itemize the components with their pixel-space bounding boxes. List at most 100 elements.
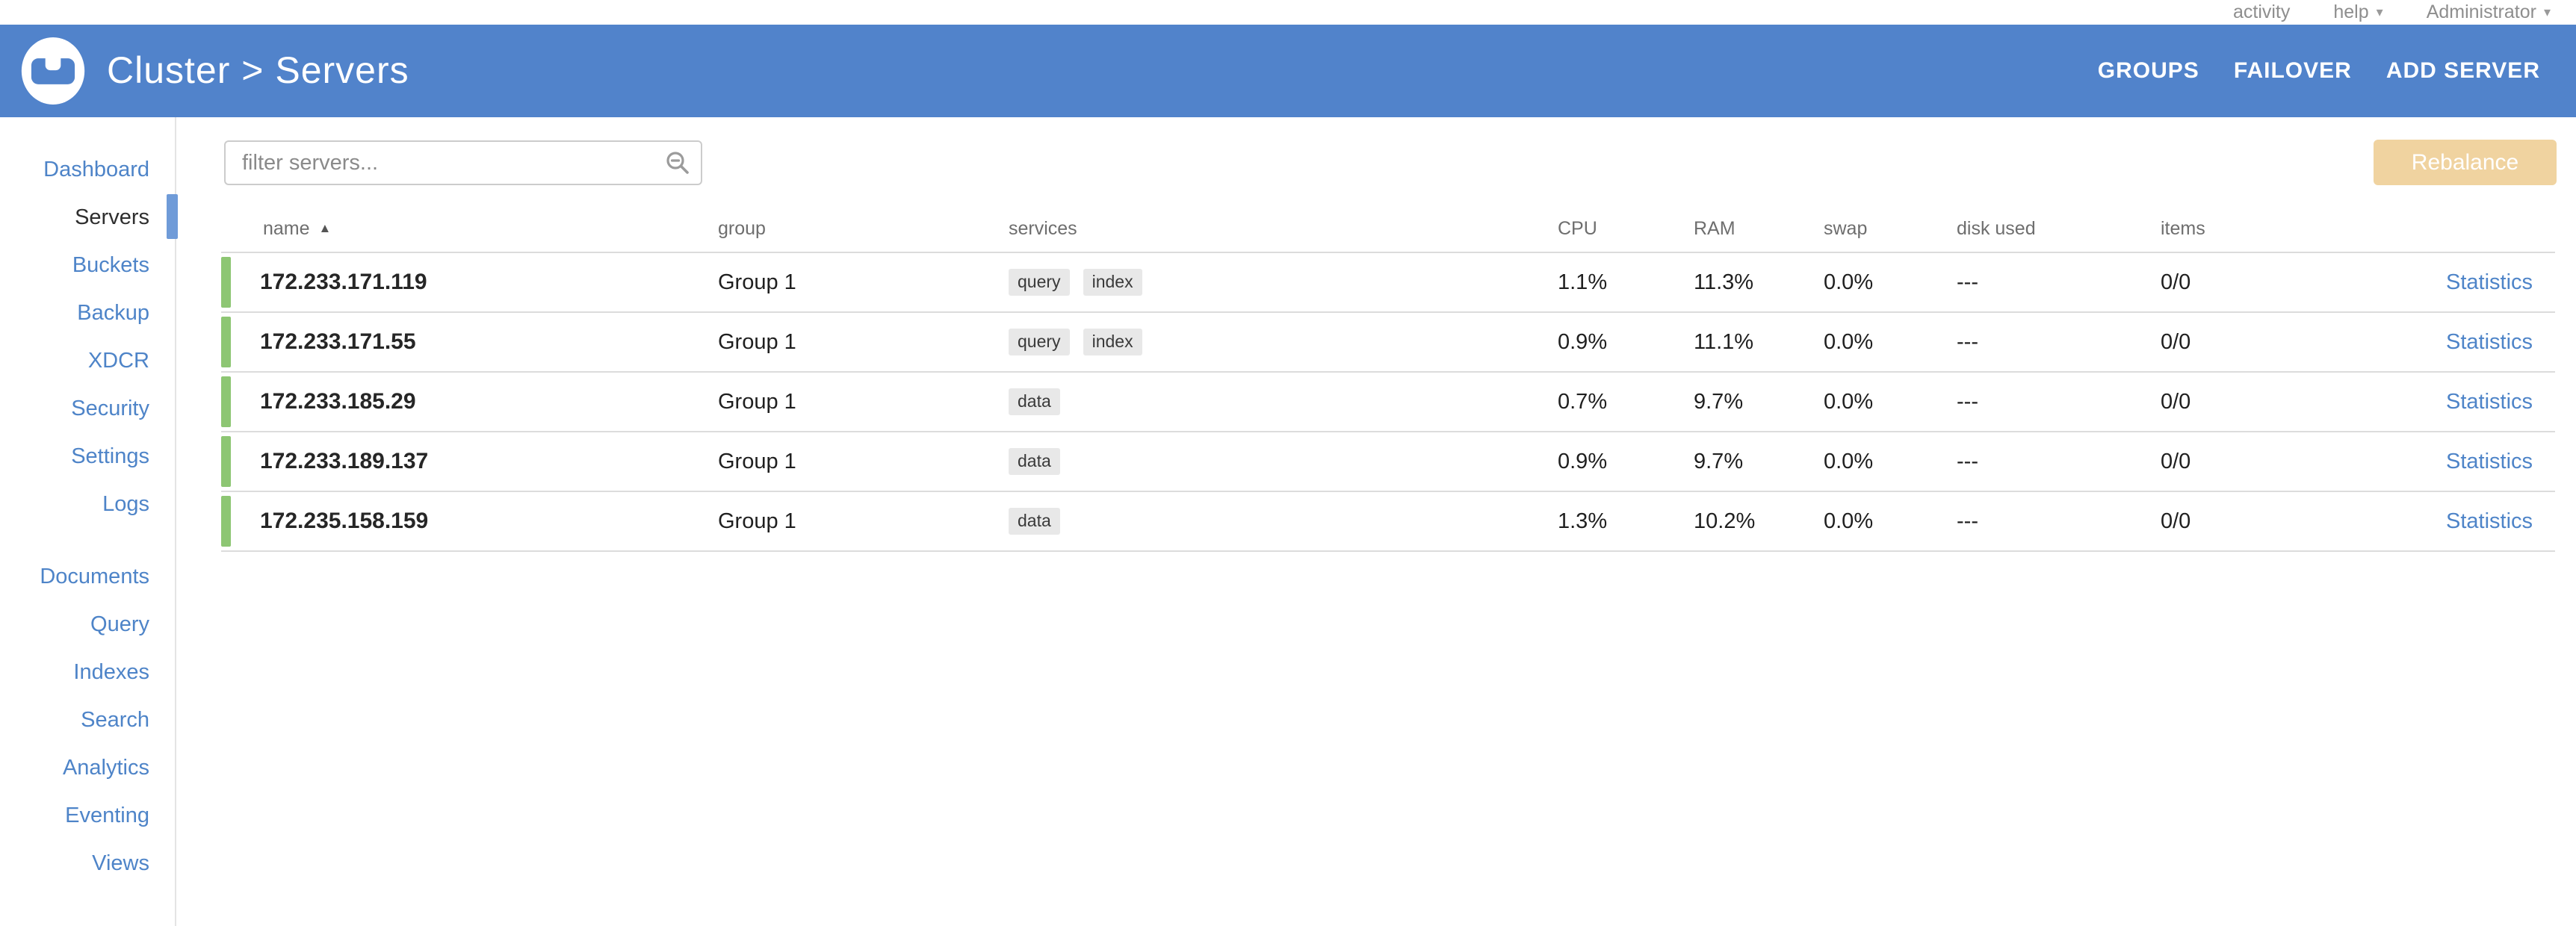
- activity-label: activity: [2232, 1, 2291, 22]
- activity-link[interactable]: activity: [2233, 1, 2290, 23]
- rebalance-button[interactable]: Rebalance: [2374, 140, 2557, 185]
- column-header-cpu[interactable]: CPU: [1558, 217, 1597, 239]
- items-value: 0/0: [2161, 389, 2191, 414]
- server-name: 172.233.185.29: [260, 389, 416, 414]
- bar-cell: [221, 313, 260, 371]
- chevron-down-icon: ▾: [2543, 4, 2551, 19]
- sidebar-item-eventing[interactable]: Eventing: [65, 804, 149, 827]
- server-services: query index: [1009, 329, 1558, 355]
- items-value: 0/0: [2161, 329, 2191, 354]
- server-group: Group 1: [718, 449, 796, 473]
- server-services: query index: [1009, 269, 1558, 296]
- service-badge: query: [1009, 269, 1070, 296]
- stats-cell: Statistics: [2446, 270, 2555, 295]
- items-value: 0/0: [2161, 449, 2191, 473]
- server-health-bar: [221, 496, 231, 547]
- swap-value: 0.0%: [1824, 389, 1874, 414]
- disk-used-value: ---: [1957, 270, 1978, 294]
- active-item-indicator: [167, 194, 178, 239]
- service-badge: data: [1009, 448, 1060, 475]
- column-header-ram[interactable]: RAM: [1694, 217, 1736, 239]
- sidebar-item-servers[interactable]: Servers: [75, 205, 149, 229]
- user-label: Administrator: [2426, 1, 2536, 22]
- table-row[interactable]: 172.233.189.137 Group 1 data 0.9% 9.7% 0…: [221, 432, 2555, 492]
- column-header-disk-used[interactable]: disk used: [1957, 217, 2036, 239]
- header-actions: GROUPS FAILOVER ADD SERVER: [2098, 25, 2540, 117]
- service-badge: query: [1009, 329, 1070, 355]
- sidebar-item-buckets[interactable]: Buckets: [72, 253, 149, 277]
- filter-field-wrap: [224, 140, 702, 185]
- server-services: data: [1009, 448, 1558, 475]
- sidebar-item-settings[interactable]: Settings: [71, 444, 149, 468]
- couchbase-logo-icon: [21, 37, 85, 105]
- page-title: Cluster > Servers: [107, 49, 409, 91]
- bar-cell: [221, 492, 260, 550]
- sidebar-group-spacer: [0, 528, 175, 553]
- sidebar-item-backup[interactable]: Backup: [77, 301, 149, 325]
- sidebar-item-xdcr[interactable]: XDCR: [87, 349, 149, 373]
- swap-value: 0.0%: [1824, 449, 1874, 473]
- sidebar-item-search[interactable]: Search: [81, 708, 149, 732]
- sidebar-item-dashboard[interactable]: Dashboard: [43, 158, 149, 181]
- search-icon: [666, 152, 689, 174]
- statistics-link[interactable]: Statistics: [2446, 329, 2533, 354]
- sidebar-item-logs[interactable]: Logs: [102, 492, 149, 516]
- stats-cell: Statistics: [2446, 330, 2555, 355]
- server-name: 172.233.171.55: [260, 329, 416, 354]
- server-group: Group 1: [718, 389, 796, 414]
- column-header-swap[interactable]: swap: [1824, 217, 1868, 239]
- help-menu[interactable]: help ▾: [2333, 1, 2383, 23]
- sidebar-item-security[interactable]: Security: [71, 397, 149, 420]
- statistics-link[interactable]: Statistics: [2446, 509, 2533, 533]
- table-row[interactable]: 172.233.171.119 Group 1 query index 1.1%…: [221, 253, 2555, 313]
- service-badge: index: [1083, 329, 1142, 355]
- server-services: data: [1009, 508, 1558, 535]
- server-name: 172.233.189.137: [260, 449, 429, 473]
- add-server-button[interactable]: ADD SERVER: [2385, 58, 2540, 83]
- table-row[interactable]: 172.235.158.159 Group 1 data 1.3% 10.2% …: [221, 492, 2555, 552]
- service-badge: index: [1083, 269, 1142, 296]
- server-name: 172.233.171.119: [260, 270, 427, 294]
- bar-cell: [221, 253, 260, 311]
- items-value: 0/0: [2161, 509, 2191, 533]
- stats-cell: Statistics: [2446, 390, 2555, 414]
- sidebar-item-views[interactable]: Views: [92, 851, 149, 875]
- server-health-bar: [221, 317, 231, 367]
- groups-button[interactable]: GROUPS: [2097, 58, 2199, 83]
- sidebar: Dashboard Servers Buckets Backup XDCR Se…: [0, 117, 178, 926]
- help-label: help: [2333, 1, 2369, 22]
- server-group: Group 1: [718, 329, 796, 354]
- statistics-link[interactable]: Statistics: [2446, 270, 2533, 294]
- items-value: 0/0: [2161, 270, 2191, 294]
- server-services: data: [1009, 388, 1558, 415]
- column-header-items[interactable]: items: [2161, 217, 2205, 239]
- sidebar-item-documents[interactable]: Documents: [40, 565, 149, 588]
- server-group: Group 1: [718, 509, 796, 533]
- column-header-group[interactable]: group: [718, 217, 766, 239]
- cpu-value: 0.9%: [1558, 329, 1608, 354]
- column-header-name[interactable]: name ▲: [263, 217, 332, 239]
- ram-value: 10.2%: [1694, 509, 1756, 533]
- server-health-bar: [221, 436, 231, 487]
- table-row[interactable]: 172.233.171.55 Group 1 query index 0.9% …: [221, 313, 2555, 373]
- sidebar-item-analytics[interactable]: Analytics: [62, 756, 149, 780]
- column-header-services[interactable]: services: [1009, 217, 1077, 239]
- statistics-link[interactable]: Statistics: [2446, 389, 2533, 414]
- service-badge: data: [1009, 388, 1060, 415]
- stats-cell: Statistics: [2446, 450, 2555, 474]
- sidebar-item-query[interactable]: Query: [90, 612, 149, 636]
- sidebar-item-indexes[interactable]: Indexes: [73, 660, 149, 684]
- ram-value: 9.7%: [1694, 449, 1744, 473]
- failover-button[interactable]: FAILOVER: [2233, 58, 2352, 83]
- app-header: Cluster > Servers GROUPS FAILOVER ADD SE…: [0, 25, 2576, 117]
- server-group: Group 1: [718, 270, 796, 294]
- statistics-link[interactable]: Statistics: [2446, 449, 2533, 473]
- server-health-bar: [221, 257, 231, 308]
- ram-value: 11.1%: [1694, 329, 1754, 354]
- filter-servers-input[interactable]: [224, 140, 702, 185]
- user-menu[interactable]: Administrator ▾: [2427, 1, 2551, 23]
- sort-ascending-icon: ▲: [318, 221, 332, 235]
- stats-cell: Statistics: [2446, 509, 2555, 534]
- table-row[interactable]: 172.233.185.29 Group 1 data 0.7% 9.7% 0.…: [221, 373, 2555, 432]
- table-header-row: name ▲ group services CPU RAM swap disk …: [221, 205, 2555, 252]
